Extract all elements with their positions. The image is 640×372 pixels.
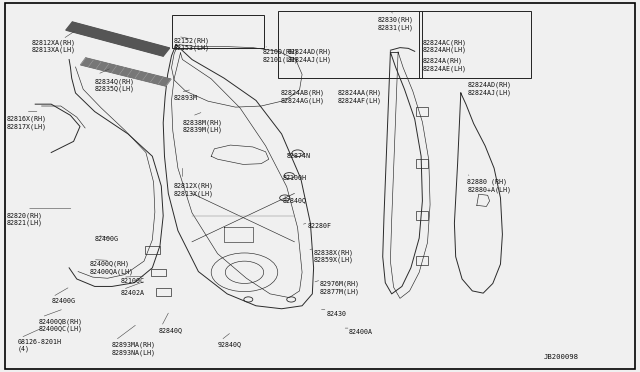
Text: 82880 (RH)
82880+A(LH): 82880 (RH) 82880+A(LH) [467, 179, 511, 193]
Bar [172, 15, 264, 48]
Text: 82838X(RH)
82859X(LH): 82838X(RH) 82859X(LH) [314, 249, 354, 263]
Text: 82280F: 82280F [307, 223, 332, 229]
Bar [416, 211, 428, 220]
Text: 82824A(RH)
82824AE(LH): 82824A(RH) 82824AE(LH) [422, 58, 467, 72]
Text: 82874N: 82874N [287, 153, 311, 158]
Text: 82400A: 82400A [349, 329, 372, 335]
Text: 82840Q: 82840Q [159, 327, 183, 333]
Text: 82824AD(RH)
82824AJ(LH): 82824AD(RH) 82824AJ(LH) [467, 82, 511, 96]
Bar [156, 288, 171, 296]
Text: 82812XA(RH)
82813XA(LH): 82812XA(RH) 82813XA(LH) [32, 39, 76, 53]
Text: 82402A: 82402A [120, 290, 145, 296]
Text: JB200098: JB200098 [544, 354, 579, 360]
Text: 82400G: 82400G [51, 298, 76, 304]
Text: 92840Q: 92840Q [218, 341, 242, 347]
Text: 82100(RH)
82101(LH): 82100(RH) 82101(LH) [262, 48, 298, 62]
Bar [278, 11, 422, 78]
Text: 82976M(RH)
82877M(LH): 82976M(RH) 82877M(LH) [320, 281, 360, 295]
Bar [145, 246, 160, 254]
Bar [416, 159, 428, 168]
Text: 82838M(RH)
82839M(LH): 82838M(RH) 82839M(LH) [182, 119, 223, 133]
Text: 82816X(RH)
82817X(LH): 82816X(RH) 82817X(LH) [6, 115, 46, 129]
Bar [416, 256, 428, 265]
Text: 82824AB(RH)
82824AG(LH): 82824AB(RH) 82824AG(LH) [280, 89, 324, 103]
Text: 82824AC(RH)
82824AH(LH): 82824AC(RH) 82824AH(LH) [422, 39, 467, 53]
Bar [419, 11, 531, 78]
Text: 82152(RH)
82153(LH): 82152(RH) 82153(LH) [174, 37, 210, 51]
Bar [151, 269, 166, 276]
Polygon shape [66, 22, 170, 56]
Text: 82893MA(RH)
82893NA(LH): 82893MA(RH) 82893NA(LH) [112, 341, 156, 356]
Text: 82840Q: 82840Q [283, 197, 307, 203]
Text: 82400Q(RH)
82400QA(LH): 82400Q(RH) 82400QA(LH) [90, 260, 134, 275]
Text: 82834Q(RH)
82835Q(LH): 82834Q(RH) 82835Q(LH) [95, 78, 135, 92]
Text: 82400G: 82400G [95, 236, 119, 242]
Bar [416, 107, 428, 116]
Text: 82820(RH)
82821(LH): 82820(RH) 82821(LH) [6, 212, 42, 226]
Text: 82824AD(RH)
82824AJ(LH): 82824AD(RH) 82824AJ(LH) [288, 48, 332, 62]
Polygon shape [81, 58, 171, 86]
Text: 82100C: 82100C [120, 278, 145, 284]
Text: 82100H: 82100H [283, 175, 307, 181]
Text: 82893M: 82893M [174, 95, 198, 101]
Text: 82430: 82430 [326, 311, 346, 317]
Text: 08126-8201H
(4): 08126-8201H (4) [18, 339, 62, 352]
Text: 82400QB(RH)
82400QC(LH): 82400QB(RH) 82400QC(LH) [38, 318, 83, 332]
Text: 82812X(RH)
82813X(LH): 82812X(RH) 82813X(LH) [174, 182, 214, 196]
Text: 82830(RH)
82831(LH): 82830(RH) 82831(LH) [378, 17, 413, 31]
Text: 82824AA(RH)
82824AF(LH): 82824AA(RH) 82824AF(LH) [338, 89, 382, 103]
